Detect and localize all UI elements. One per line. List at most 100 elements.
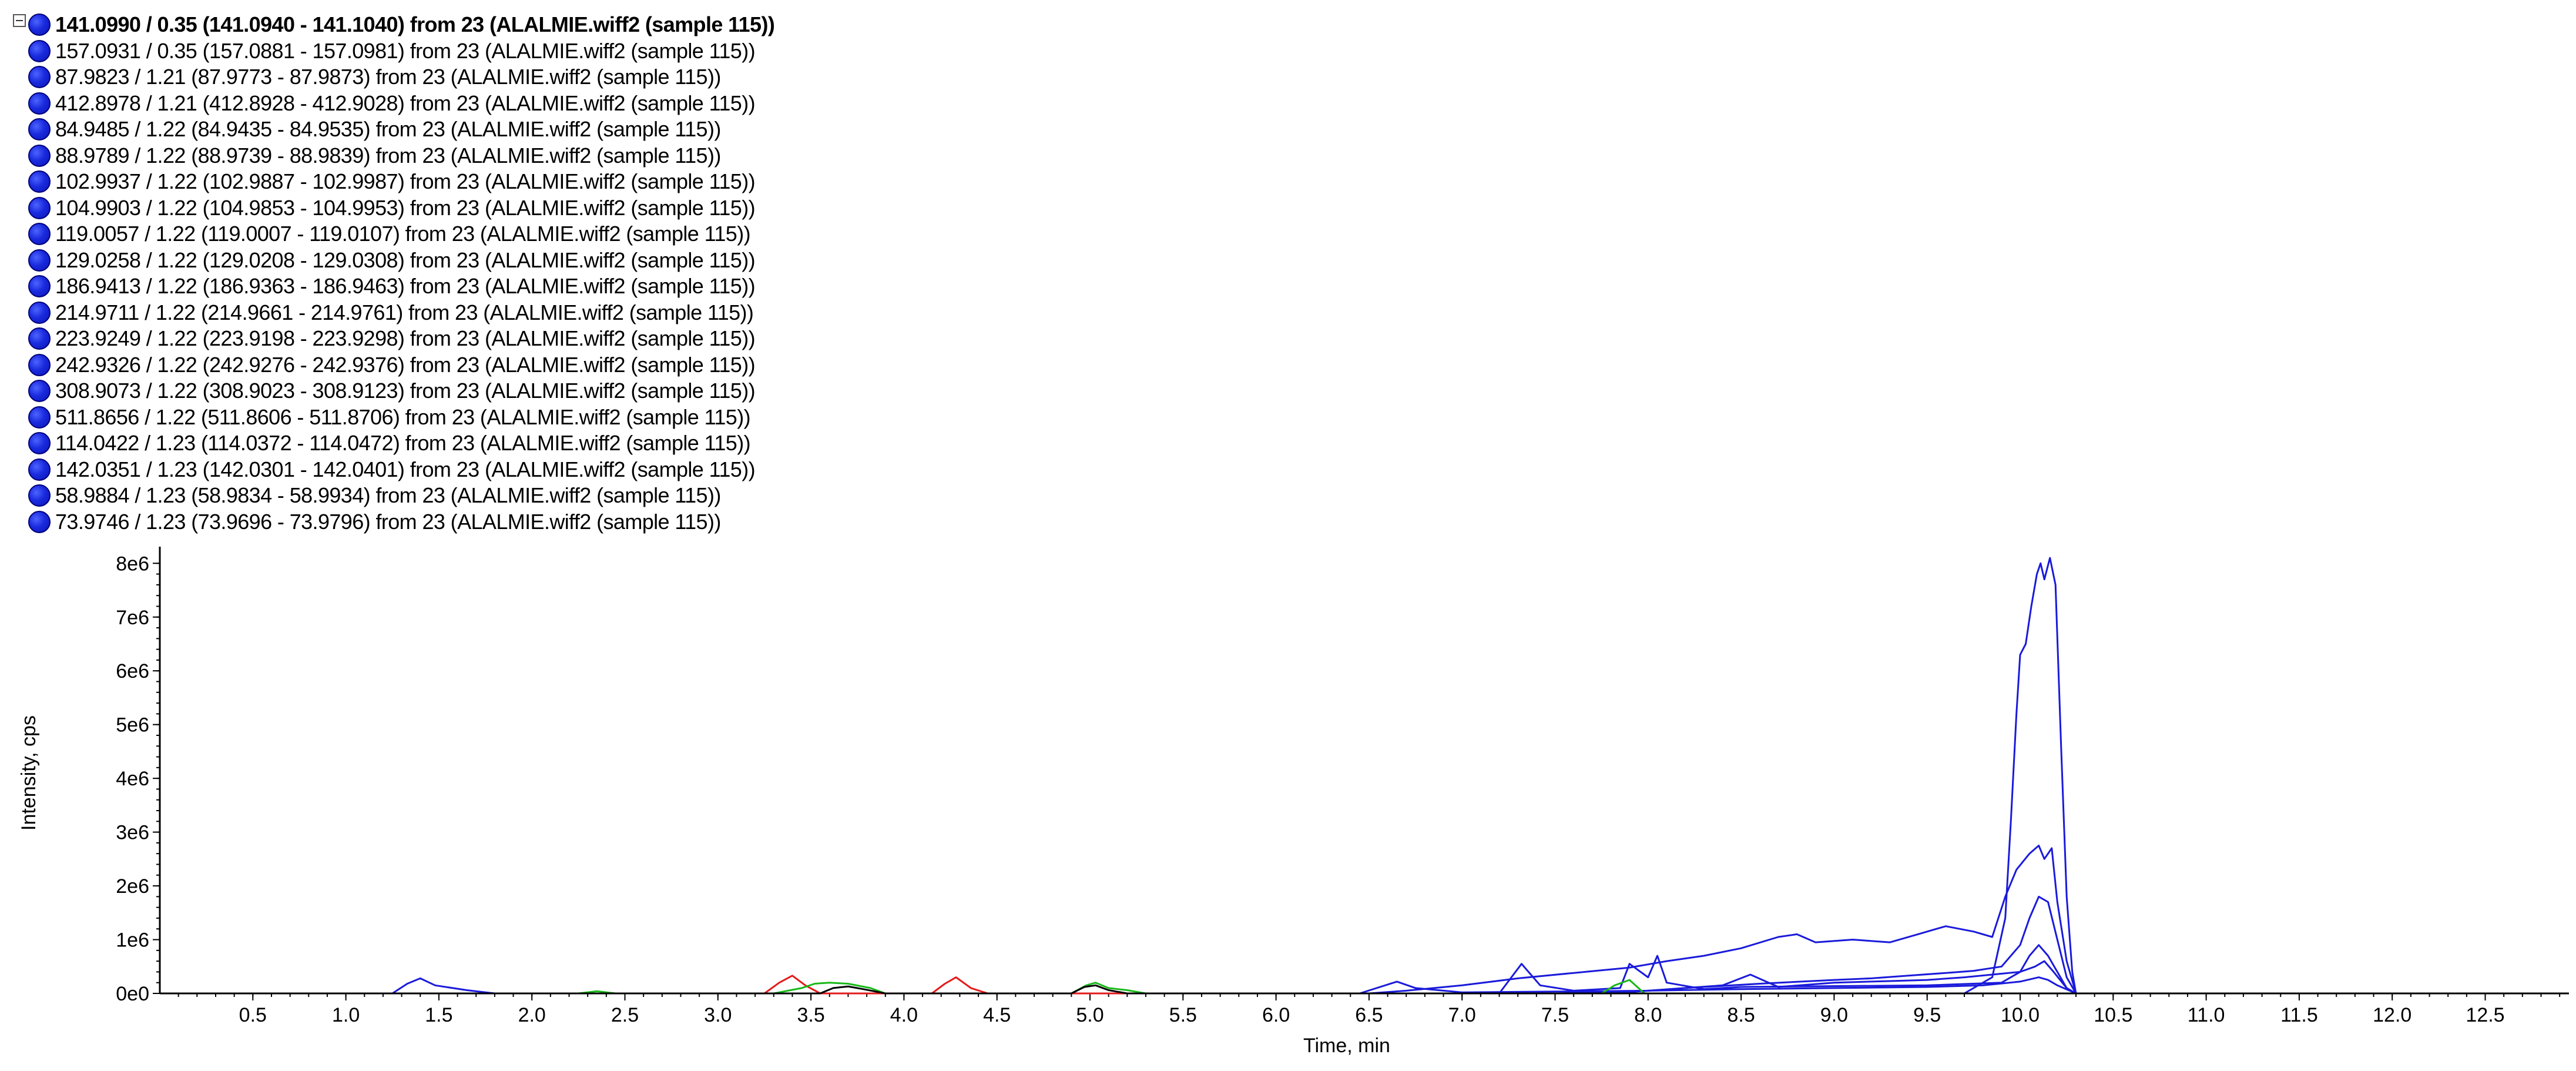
circle-marker-icon [28,275,51,298]
legend-label: 308.9073 / 1.22 (308.9023 - 308.9123) fr… [55,379,756,403]
series-line [160,845,2569,995]
legend-item[interactable]: 84.9485 / 1.22 (84.9435 - 84.9535) from … [13,116,1012,143]
legend: 141.0990 / 0.35 (141.0940 - 141.1040) fr… [13,12,1012,541]
circle-marker-icon [28,196,51,219]
legend-label: 412.8978 / 1.21 (412.8928 - 412.9028) fr… [55,91,756,115]
series-traces [160,557,2569,995]
legend-label: 119.0057 / 1.22 (119.0007 - 119.0107) fr… [55,222,751,246]
legend-label: 223.9249 / 1.22 (223.9198 - 223.9298) fr… [55,326,756,351]
y-tick-label: 0e0 [116,983,149,1005]
legend-item[interactable]: 87.9823 / 1.21 (87.9773 - 87.9873) from … [13,64,1012,91]
legend-item[interactable]: 214.9711 / 1.22 (214.9661 - 214.9761) fr… [13,300,1012,326]
legend-item[interactable]: 141.0990 / 0.35 (141.0940 - 141.1040) fr… [13,12,1012,38]
circle-marker-icon [28,327,51,350]
circle-marker-icon [28,432,51,455]
legend-item[interactable]: 73.9746 / 1.23 (73.9696 - 73.9796) from … [13,509,1012,536]
circle-marker-icon [28,353,51,376]
x-tick-label: 12.0 [2373,1004,2411,1026]
circle-marker-icon [28,170,51,193]
x-tick-label: 9.5 [1913,1004,1941,1026]
circle-marker-icon [28,39,51,62]
circle-marker-icon [28,92,51,115]
legend-label: 114.0422 / 1.23 (114.0372 - 114.0472) fr… [55,431,751,456]
legend-item[interactable]: 104.9903 / 1.22 (104.9853 - 104.9953) fr… [13,195,1012,222]
y-tick-label: 7e6 [116,607,149,629]
legend-item[interactable]: 308.9073 / 1.22 (308.9023 - 308.9123) fr… [13,378,1012,404]
legend-label: 102.9937 / 1.22 (102.9887 - 102.9987) fr… [55,169,756,194]
circle-marker-icon [28,380,51,403]
legend-item[interactable]: 58.9884 / 1.23 (58.9834 - 58.9934) from … [13,483,1012,509]
x-tick-label: 8.0 [1634,1004,1662,1026]
x-axis-label: Time, min [1303,1035,1390,1057]
legend-label: 87.9823 / 1.21 (87.9773 - 87.9873) from … [55,65,721,89]
circle-marker-icon [28,301,51,324]
circle-marker-icon [28,144,51,167]
legend-item[interactable]: 223.9249 / 1.22 (223.9198 - 223.9298) fr… [13,326,1012,352]
series-line [160,557,2569,995]
axes [153,547,2569,1000]
series-line [160,984,2569,995]
y-tick-label: 8e6 [116,553,149,575]
x-tick-label: 8.5 [1727,1004,1755,1026]
y-tick-label: 4e6 [116,768,149,790]
legend-label: 141.0990 / 0.35 (141.0940 - 141.1040) fr… [55,12,775,37]
legend-item[interactable]: 142.0351 / 1.23 (142.0301 - 142.0401) fr… [13,457,1012,483]
x-tick-label: 10.0 [2001,1004,2040,1026]
series-line [160,976,2569,995]
series-line [160,975,2569,995]
circle-marker-icon [28,249,51,272]
circle-marker-icon [28,223,51,246]
series-line [160,960,2569,995]
circle-marker-icon [28,458,51,481]
legend-item[interactable]: 511.8656 / 1.22 (511.8606 - 511.8706) fr… [13,404,1012,431]
x-tick-label: 1.5 [425,1004,452,1026]
y-tick-label: 6e6 [116,660,149,682]
legend-item[interactable]: 242.9326 / 1.22 (242.9276 - 242.9376) fr… [13,352,1012,379]
legend-label: 214.9711 / 1.22 (214.9661 - 214.9761) fr… [55,300,754,324]
x-tick-label: 7.0 [1448,1004,1476,1026]
circle-marker-icon [28,66,51,89]
legend-label: 186.9413 / 1.22 (186.9363 - 186.9463) fr… [55,274,756,299]
tick-labels: 0.5 1.0 1.5 2.0 2.5 3.0 3.5 4.0 4.5 5.0 5.5 6.0 6.5 7… [116,553,2504,1026]
legend-item[interactable]: 88.9789 / 1.22 (88.9739 - 88.9839) from … [13,143,1012,169]
legend-label: 88.9789 / 1.22 (88.9739 - 88.9839) from … [55,143,721,168]
x-tick-label: 2.5 [611,1004,639,1026]
x-tick-label: 5.0 [1076,1004,1103,1026]
legend-label: 58.9884 / 1.23 (58.9834 - 58.9934) from … [55,483,721,508]
x-tick-label: 4.5 [983,1004,1011,1026]
x-tick-label: 2.0 [518,1004,546,1026]
legend-label: 142.0351 / 1.23 (142.0301 - 142.0401) fr… [55,457,756,481]
x-tick-label: 6.5 [1355,1004,1383,1026]
y-tick-label: 3e6 [116,822,149,844]
circle-marker-icon [28,484,51,507]
legend-label: 73.9746 / 1.23 (73.9696 - 73.9796) from … [55,509,721,534]
circle-marker-icon [28,118,51,141]
legend-label: 104.9903 / 1.22 (104.9853 - 104.9953) fr… [55,195,756,220]
legend-label: 129.0258 / 1.22 (129.0208 - 129.0308) fr… [55,247,756,272]
series-line [160,944,2569,995]
x-tick-label: 11.0 [2188,1004,2225,1026]
x-tick-label: 11.5 [2280,1004,2318,1026]
circle-marker-icon [28,510,51,533]
x-tick-label: 4.0 [890,1004,918,1026]
legend-item[interactable]: 157.0931 / 0.35 (157.0881 - 157.0981) fr… [13,38,1012,65]
legend-item[interactable]: 119.0057 / 1.22 (119.0007 - 119.0107) fr… [13,221,1012,247]
legend-label: 242.9326 / 1.22 (242.9276 - 242.9376) fr… [55,352,756,377]
legend-item[interactable]: 186.9413 / 1.22 (186.9363 - 186.9463) fr… [13,273,1012,300]
circle-marker-icon [28,14,51,36]
legend-item[interactable]: 412.8978 / 1.21 (412.8928 - 412.9028) fr… [13,91,1012,117]
legend-item[interactable]: 129.0258 / 1.22 (129.0208 - 129.0308) fr… [13,247,1012,274]
x-tick-label: 7.5 [1541,1004,1569,1026]
x-tick-label: 3.0 [704,1004,732,1026]
circle-marker-icon [28,406,51,429]
y-axis-label: Intensity, cps [18,715,40,831]
legend-item[interactable]: 114.0422 / 1.23 (114.0372 - 114.0472) fr… [13,430,1012,457]
series-line [160,895,2569,995]
x-tick-label: 9.0 [1820,1004,1848,1026]
collapse-icon[interactable] [13,14,26,28]
legend-item[interactable]: 102.9937 / 1.22 (102.9887 - 102.9987) fr… [13,169,1012,195]
x-tick-label: 12.5 [2466,1004,2504,1026]
legend-label: 157.0931 / 0.35 (157.0881 - 157.0981) fr… [55,38,756,63]
legend-label: 511.8656 / 1.22 (511.8606 - 511.8706) fr… [55,404,751,429]
